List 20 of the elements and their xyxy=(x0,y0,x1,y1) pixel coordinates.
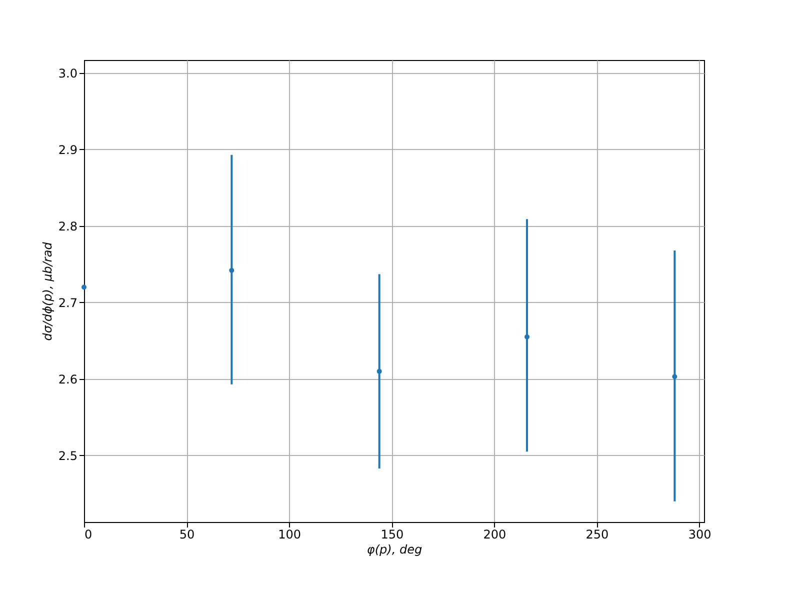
y-tick-label: 2.6 xyxy=(58,372,78,386)
y-axis-title: dσ/dϕ(p), μb/rad xyxy=(40,242,54,341)
y-tick-label: 2.7 xyxy=(58,296,78,310)
x-tick-label: 250 xyxy=(586,528,609,542)
x-tick-label: 0 xyxy=(84,528,92,542)
y-tick-label: 2.5 xyxy=(58,448,78,463)
point xyxy=(672,374,678,380)
y-tick-label: 2.8 xyxy=(58,219,78,234)
point xyxy=(376,368,382,374)
x-tick-label: 200 xyxy=(483,528,506,542)
point xyxy=(229,268,234,273)
point xyxy=(524,334,530,340)
y-tick-label: 3.0 xyxy=(58,66,78,81)
x-tick-label: 50 xyxy=(179,528,195,542)
x-axis-title: φ(p), deg xyxy=(366,542,422,556)
x-tick-label: 150 xyxy=(380,528,404,542)
x-tick-label: 300 xyxy=(688,528,712,542)
y-tick-label: 2.9 xyxy=(58,142,78,157)
point xyxy=(82,284,86,290)
x-tick-label: 100 xyxy=(278,528,302,542)
